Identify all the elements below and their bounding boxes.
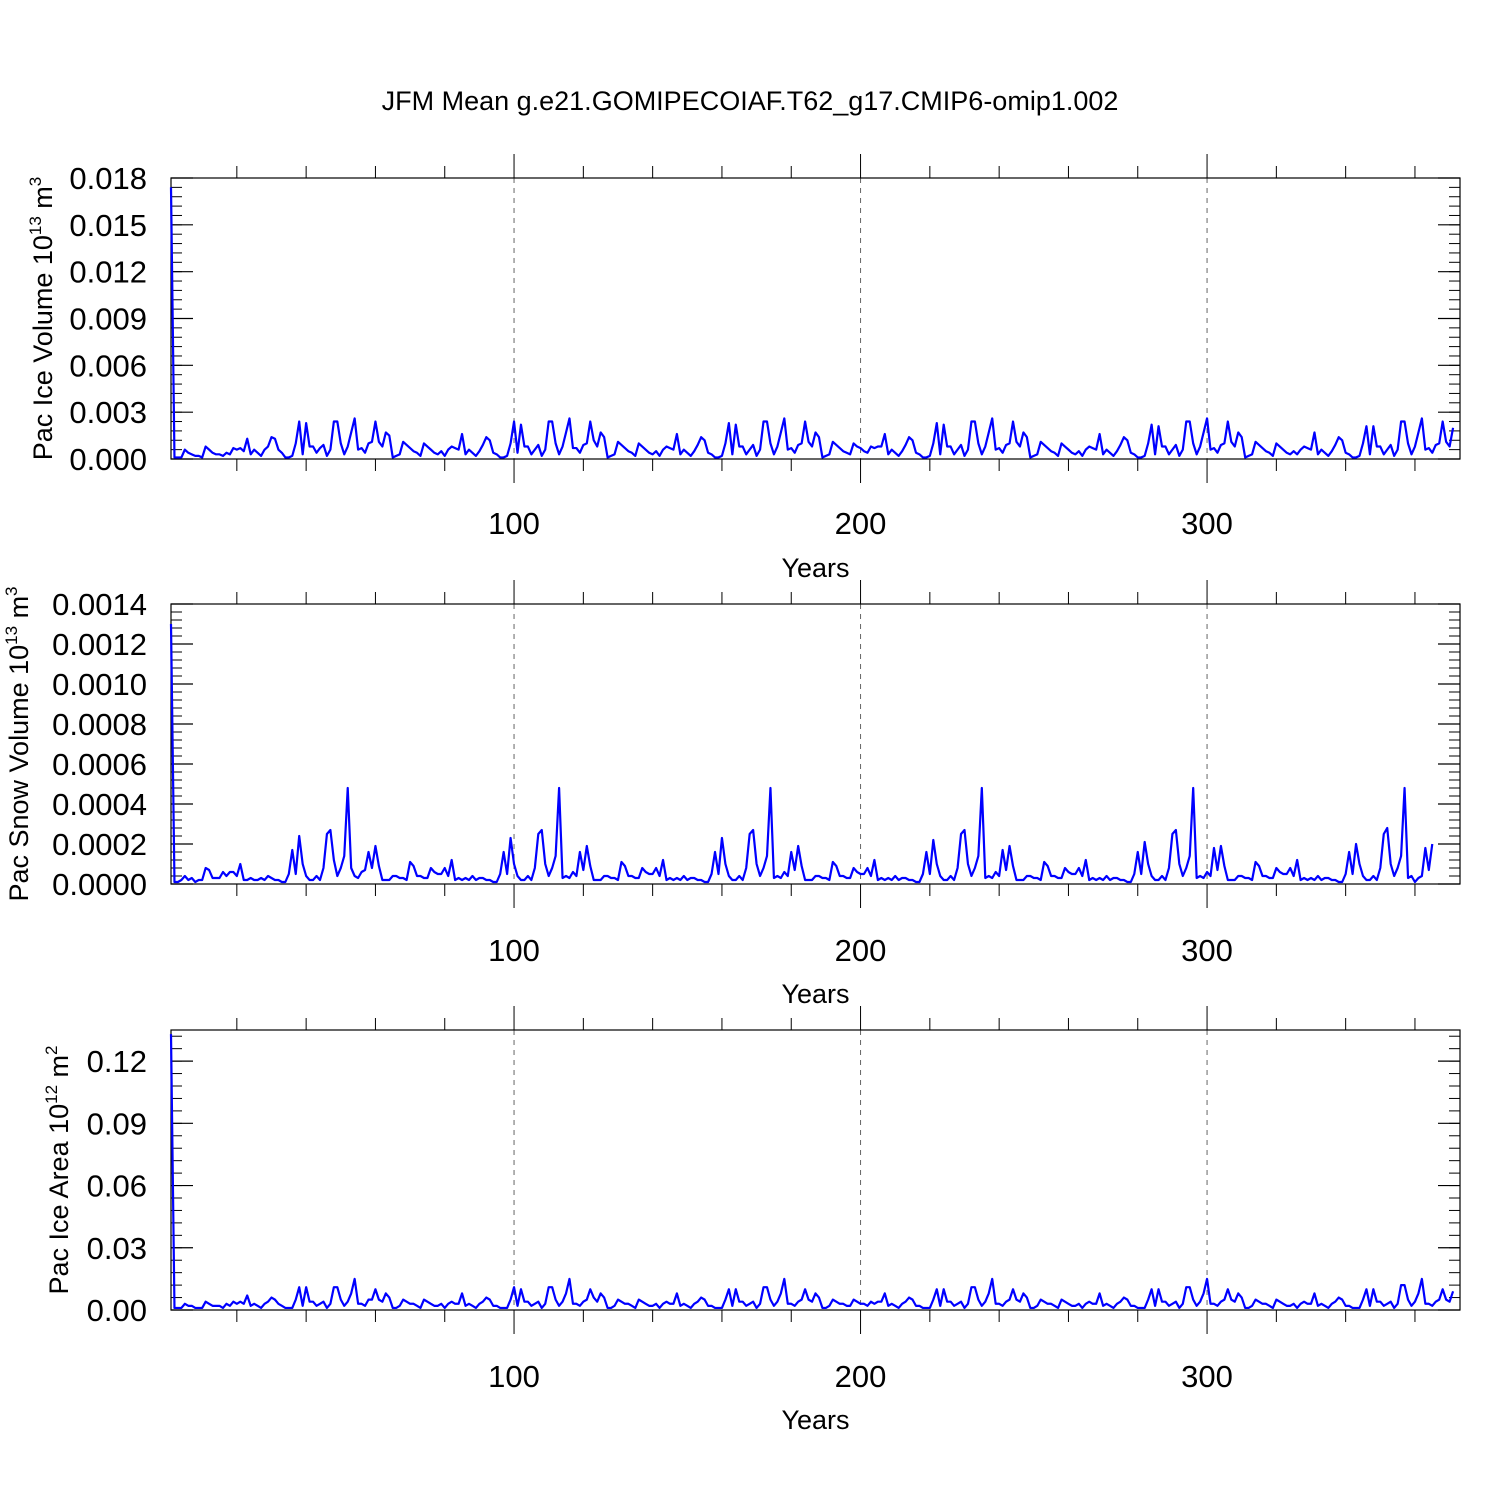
y-tick-label: 0.09 xyxy=(87,1106,147,1141)
series-line xyxy=(169,1034,1455,1310)
chart-ice-volume: 0.000 0.003 0.006 0.009 0.012 0.015 0.018 100 20… xyxy=(26,154,1461,583)
y-axis-label: Pac Ice Volume 1013 m3 xyxy=(26,177,58,461)
y-tick-label: 0.00 xyxy=(87,1293,147,1328)
y-tick-label: 0.03 xyxy=(87,1231,147,1266)
plot-frame xyxy=(170,603,1461,885)
y-tick-label: 0.06 xyxy=(87,1169,147,1204)
series-line xyxy=(169,187,1455,459)
y-tick-label: 0.0012 xyxy=(52,627,147,662)
page-title: JFM Mean g.e21.GOMIPECOIAF.T62_g17.CMIP6… xyxy=(381,86,1119,116)
chart-ice-area: 0.00 0.03 0.06 0.09 0.12 100 200 300 Years Pac Ic… xyxy=(42,1006,1461,1435)
y-tick-label: 0.003 xyxy=(69,395,147,430)
series-line xyxy=(169,623,1434,884)
x-tick-label: 300 xyxy=(1181,1359,1233,1394)
y-tick-label: 0.0000 xyxy=(52,867,147,902)
y-tick-label: 0.0008 xyxy=(52,707,147,742)
x-tick-label: 300 xyxy=(1181,506,1233,541)
x-tick-label: 200 xyxy=(835,933,887,968)
y-tick-label: 0.006 xyxy=(69,348,147,383)
y-tick-label: 0.009 xyxy=(69,302,147,337)
chart-snow-volume: 0.0000 0.0002 0.0004 0.0006 0.0008 0.0010 0.00… xyxy=(2,580,1461,1009)
y-axis-label: Pac Snow Volume 1013 m3 xyxy=(2,586,34,901)
y-axis-label: Pac Ice Area 1012 m2 xyxy=(42,1045,74,1294)
y-tick-label: 0.0004 xyxy=(52,787,147,822)
x-tick-label: 300 xyxy=(1181,933,1233,968)
y-tick-label: 0.0002 xyxy=(52,827,147,862)
x-tick-label: 200 xyxy=(835,506,887,541)
plot-frame xyxy=(170,1029,1461,1311)
y-tick-label: 0.0006 xyxy=(52,747,147,782)
plot-frame xyxy=(170,177,1461,460)
y-tick-label: 0.000 xyxy=(69,442,147,477)
x-axis-label: Years xyxy=(781,553,849,583)
y-tick-label: 0.015 xyxy=(69,208,147,243)
x-tick-label: 100 xyxy=(488,933,540,968)
x-tick-label: 100 xyxy=(488,506,540,541)
x-axis-label: Years xyxy=(781,979,849,1009)
y-tick-label: 0.0010 xyxy=(52,667,147,702)
x-tick-label: 200 xyxy=(835,1359,887,1394)
y-tick-label: 0.0014 xyxy=(52,587,147,622)
y-tick-label: 0.12 xyxy=(87,1044,147,1079)
x-axis-label: Years xyxy=(781,1405,849,1435)
y-tick-label: 0.018 xyxy=(69,161,147,196)
y-tick-label: 0.012 xyxy=(69,255,147,290)
x-tick-label: 100 xyxy=(488,1359,540,1394)
